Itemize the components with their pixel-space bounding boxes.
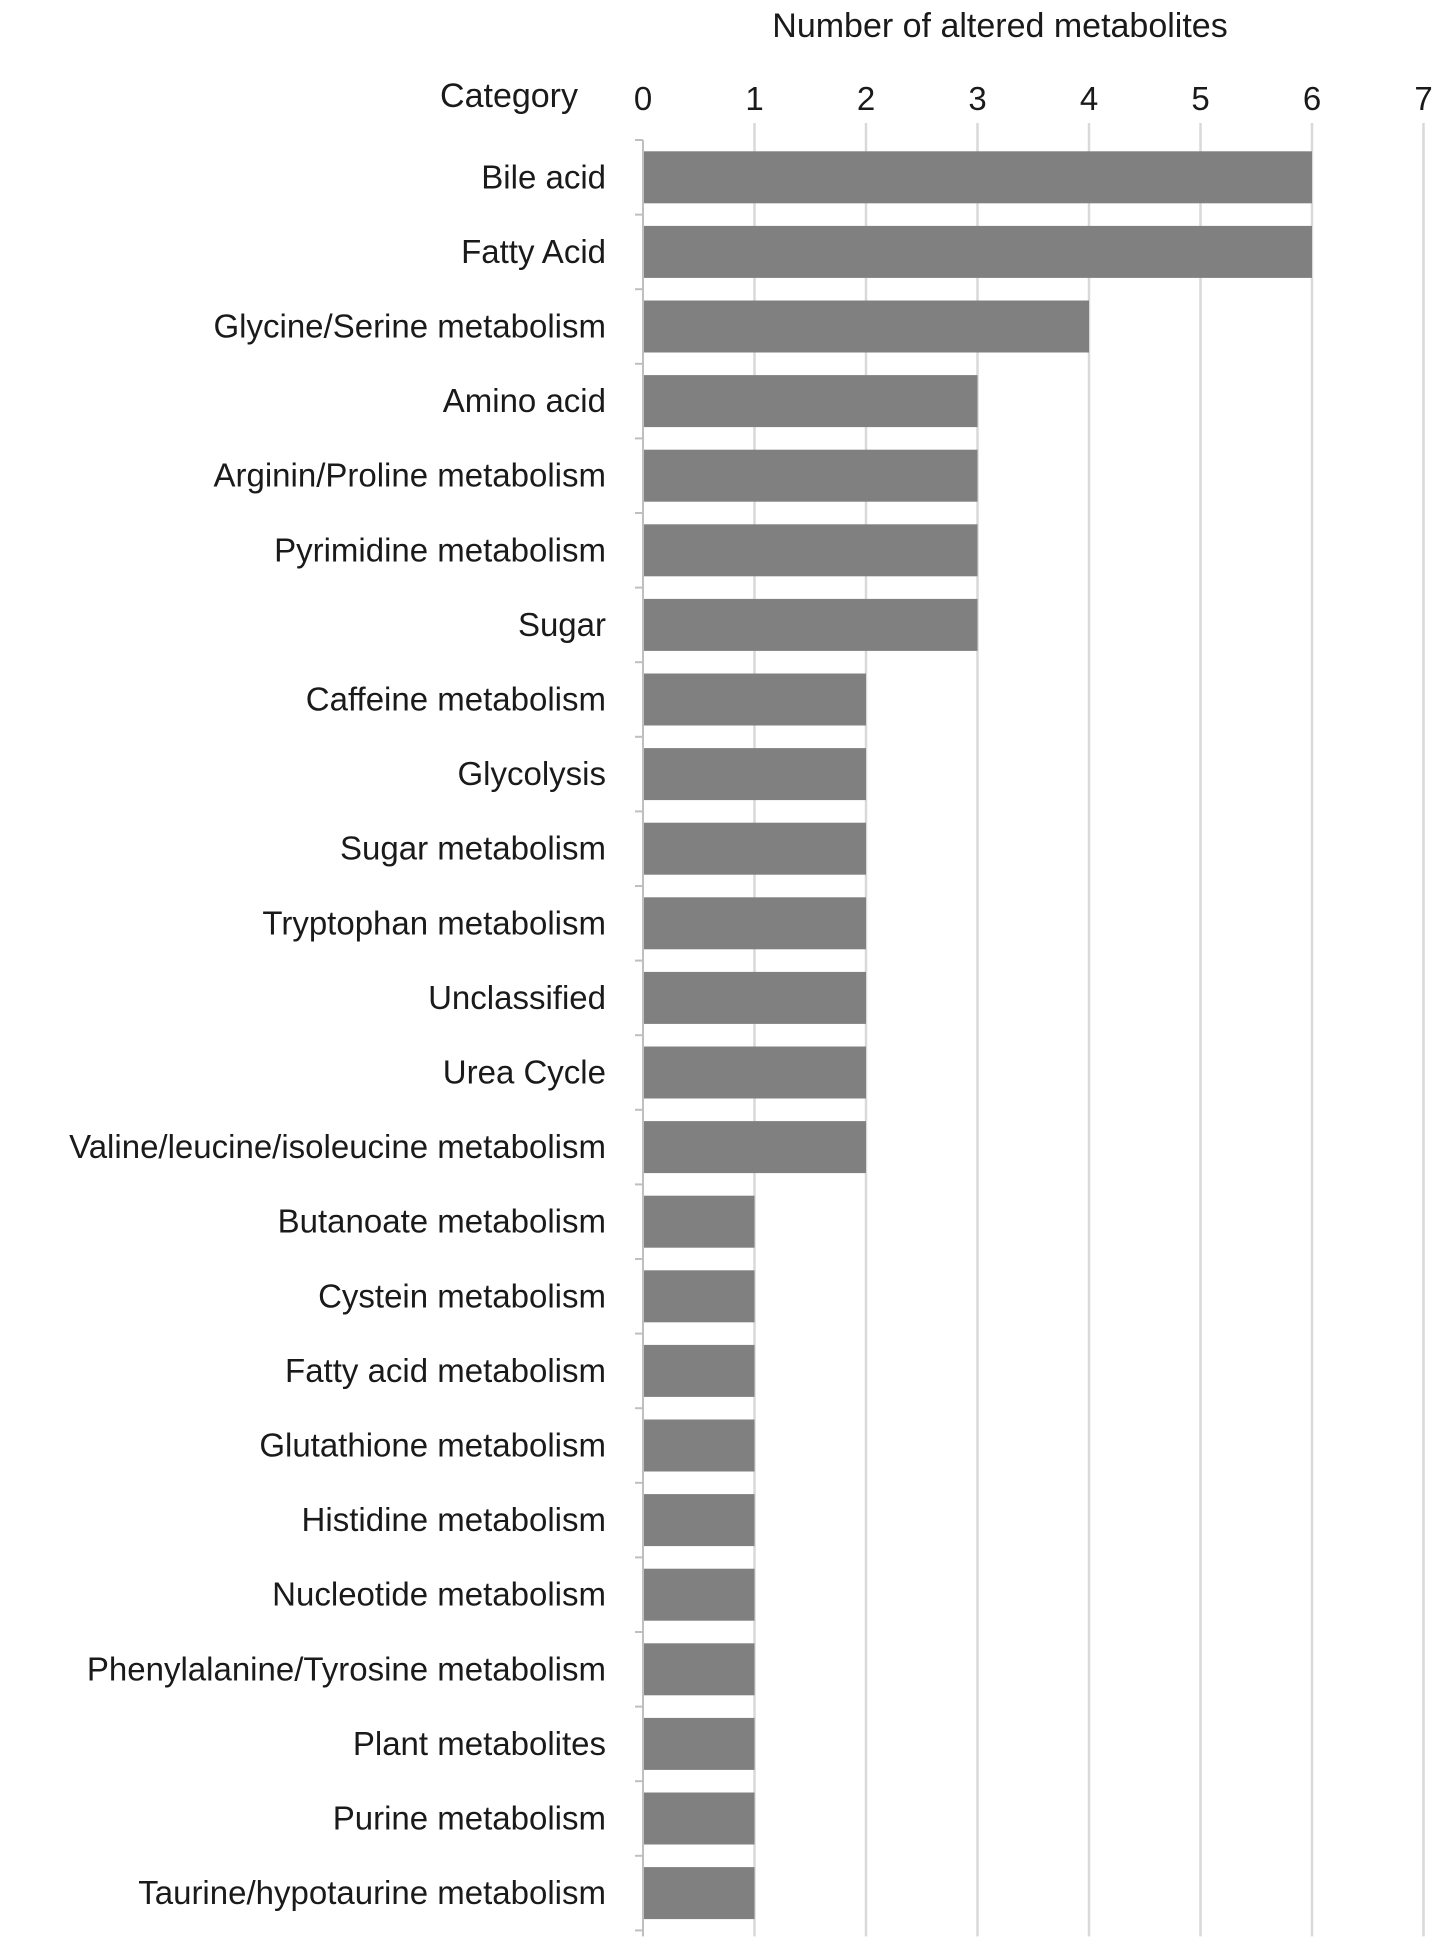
y-axis-title: Category bbox=[440, 77, 578, 115]
bar bbox=[643, 971, 866, 1024]
category-label: Cystein metabolism bbox=[318, 1277, 606, 1314]
category-label: Valine/leucine/isoleucine metabolism bbox=[69, 1128, 606, 1165]
bar bbox=[643, 897, 866, 950]
category-label: Caffeine metabolism bbox=[306, 681, 606, 718]
category-label: Tryptophan metabolism bbox=[262, 904, 606, 941]
bar bbox=[643, 1494, 755, 1547]
x-tick-label: 6 bbox=[1303, 80, 1321, 117]
x-tick-label: 2 bbox=[857, 80, 875, 117]
category-label: Purine metabolism bbox=[333, 1800, 606, 1837]
bar bbox=[643, 1121, 866, 1174]
bar bbox=[643, 1195, 755, 1248]
category-label: Histidine metabolism bbox=[302, 1501, 606, 1538]
bar bbox=[643, 748, 866, 801]
bar bbox=[643, 598, 978, 651]
category-label: Pyrimidine metabolism bbox=[274, 531, 606, 568]
category-label: Phenylalanine/Tyrosine metabolism bbox=[87, 1650, 606, 1687]
x-tick-label: 0 bbox=[634, 80, 652, 117]
bars bbox=[643, 151, 1312, 1920]
bar bbox=[643, 822, 866, 875]
category-label: Glycolysis bbox=[457, 755, 606, 792]
bar bbox=[643, 1270, 755, 1323]
x-tick-label: 3 bbox=[968, 80, 986, 117]
bar bbox=[643, 375, 978, 428]
y-axis bbox=[635, 139, 644, 1937]
x-tick-label: 4 bbox=[1080, 80, 1098, 117]
category-label: Taurine/hypotaurine metabolism bbox=[138, 1874, 606, 1911]
category-label: Butanoate metabolism bbox=[278, 1203, 606, 1240]
category-label: Sugar bbox=[518, 606, 606, 643]
bar bbox=[643, 300, 1089, 353]
bar bbox=[643, 524, 978, 577]
bar bbox=[643, 1792, 755, 1845]
category-label: Fatty acid metabolism bbox=[285, 1352, 606, 1389]
x-axis-title: Number of altered metabolites bbox=[772, 7, 1227, 45]
bar bbox=[643, 151, 1312, 204]
x-tick-label: 1 bbox=[745, 80, 763, 117]
category-label: Amino acid bbox=[443, 382, 606, 419]
category-label: Glycine/Serine metabolism bbox=[214, 308, 607, 345]
x-tick-label: 5 bbox=[1191, 80, 1209, 117]
bar bbox=[643, 1419, 755, 1472]
bar bbox=[643, 1643, 755, 1696]
category-label: Unclassified bbox=[428, 979, 606, 1016]
category-label: Nucleotide metabolism bbox=[272, 1576, 606, 1613]
bar bbox=[643, 1344, 755, 1397]
category-label: Bile acid bbox=[481, 158, 606, 195]
category-label: Glutathione metabolism bbox=[259, 1427, 606, 1464]
bar bbox=[643, 1568, 755, 1621]
category-label: Urea Cycle bbox=[443, 1054, 606, 1091]
category-label: Plant metabolites bbox=[353, 1725, 606, 1762]
bar bbox=[643, 1717, 755, 1770]
bar bbox=[643, 225, 1312, 278]
category-label: Arginin/Proline metabolism bbox=[213, 457, 606, 494]
category-labels: Bile acid Fatty Acid Glycine/Serine metabo… bbox=[69, 158, 606, 1911]
bar bbox=[643, 1046, 866, 1099]
x-tick-label: 7 bbox=[1414, 80, 1432, 117]
bar bbox=[643, 449, 978, 502]
bar bbox=[643, 673, 866, 726]
category-label: Sugar metabolism bbox=[340, 830, 606, 867]
x-tick-labels: 0 1 2 3 4 5 6 7 bbox=[634, 80, 1433, 117]
category-label: Fatty Acid bbox=[461, 233, 606, 270]
bar bbox=[643, 1867, 755, 1920]
